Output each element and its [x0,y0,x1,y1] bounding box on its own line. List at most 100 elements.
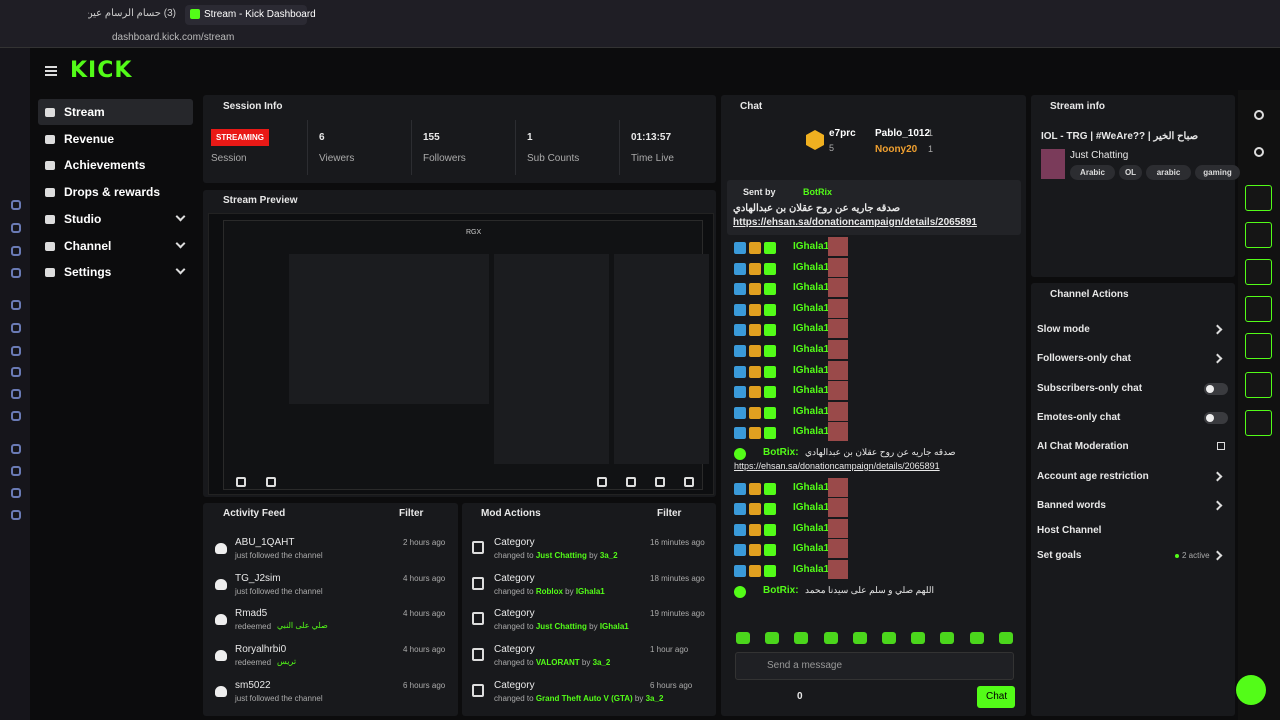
sidebar-icon[interactable] [11,510,21,520]
emote-button[interactable] [940,632,955,644]
sidebar-icon[interactable] [11,268,21,278]
chat-link[interactable]: https://ehsan.sa/donationcampaign/detail… [734,461,940,471]
chat-user[interactable]: IGhala1: [793,323,833,335]
video-control[interactable] [597,477,607,487]
sidebar-icon[interactable] [11,444,21,454]
emote-button[interactable] [765,632,780,644]
nav-item[interactable]: Drops & rewards [64,185,161,200]
emote-button[interactable] [911,632,926,644]
sidebar-icon[interactable] [11,200,21,210]
rail-button[interactable] [1245,410,1272,436]
nav-item[interactable]: Studio [64,211,102,226]
chat-user[interactable]: IGhala1: [793,344,833,355]
action-label[interactable]: Slow mode [1037,324,1090,335]
sidebar-icon[interactable] [11,411,21,421]
chat-user[interactable]: IGhala1: [793,364,833,376]
logo[interactable]: KICK [70,58,133,83]
sidebar-icon[interactable] [11,389,21,399]
emote-button[interactable] [794,632,809,644]
tag[interactable]: gaming [1195,165,1240,180]
panel-title: Stream info [1050,101,1106,112]
rail-button[interactable] [1245,333,1272,359]
emote-button[interactable] [998,632,1013,644]
tag[interactable]: OL [1119,165,1142,180]
action-label[interactable]: Banned words [1037,500,1106,511]
rail-button[interactable] [1245,296,1272,322]
tag[interactable]: Arabic [1070,165,1115,180]
sidebar-icon[interactable] [11,246,21,256]
chat-input[interactable] [735,652,1014,680]
chat-user[interactable]: IGhala1: [793,241,833,252]
video-control[interactable] [684,477,694,487]
sidebar-icon[interactable] [11,300,21,310]
action-label[interactable]: Account age restriction [1037,471,1149,482]
filter[interactable]: Filter [399,508,424,519]
chevron[interactable] [175,264,186,275]
action-label[interactable]: Subscribers-only chat [1037,383,1143,394]
tab-active[interactable] [185,5,307,25]
tag[interactable]: arabic [1146,165,1191,180]
chat-user[interactable]: IGhala1: [793,502,833,514]
chat-user[interactable]: IGhala1: [793,564,833,575]
action-label[interactable]: Host Channel [1037,525,1102,536]
leader-icon [806,130,824,150]
nav-item[interactable]: Achievements [64,158,146,173]
sidebar-icon[interactable] [11,323,21,333]
chevron[interactable] [175,211,186,222]
external-icon[interactable] [1217,442,1225,450]
chat-user[interactable]: IGhala1: [793,261,833,273]
action-status: 2 active [1182,551,1210,560]
video-control[interactable] [655,477,665,487]
action-label[interactable]: Followers-only chat [1037,353,1131,364]
chat-user[interactable]: IGhala1: [793,385,833,397]
emote-button[interactable] [823,632,838,644]
rail-icon[interactable] [1254,110,1264,120]
nav-item[interactable]: Settings [64,265,112,280]
chat-user[interactable]: BotRix: [763,584,799,596]
rail-button[interactable] [1245,372,1272,398]
menu[interactable] [45,66,57,68]
emote-button[interactable] [736,632,750,644]
video-control[interactable] [626,477,636,487]
emote-button[interactable] [969,632,984,644]
sidebar-icon[interactable] [11,223,21,233]
chat-user[interactable]: IGhala1: [793,481,833,493]
tab[interactable]: (3) حسام الرسام عين يد... [88,8,176,19]
action-label[interactable]: AI Chat Moderation [1037,441,1129,452]
rail-button[interactable] [1245,222,1272,248]
video-control[interactable] [266,477,276,487]
chat-user[interactable]: BotRix: [763,447,799,458]
nav-item[interactable]: Channel [64,238,112,253]
chat-user[interactable]: IGhala1: [793,282,833,294]
action-label[interactable]: Set goals [1037,550,1082,561]
video[interactable] [208,213,714,495]
chat-user[interactable]: IGhala1: [793,302,833,314]
chevron[interactable] [175,238,186,248]
url[interactable]: dashboard.kick.com/stream [112,32,235,43]
category[interactable]: Just Chatting [1070,150,1129,161]
sidebar-icon[interactable] [11,466,21,476]
chat-user[interactable]: IGhala1: [793,405,833,417]
filter[interactable]: Filter [657,508,682,519]
video-control[interactable] [236,477,246,487]
pinned-text: صدقه جاريه عن روح عقلان بن عبدالهادي [733,203,901,214]
rail-button[interactable] [1245,185,1272,211]
sidebar-icon[interactable] [11,367,21,377]
sidebar-icon[interactable] [11,488,21,498]
action-label[interactable]: Emotes-only chat [1037,412,1121,423]
nav-item[interactable]: Revenue [64,131,115,146]
pinned-link[interactable]: https://ehsan.sa/donationcampaign/detail… [733,217,977,228]
chat-user[interactable]: IGhala1: [793,522,833,534]
chat-user[interactable]: IGhala1: [793,543,833,555]
tab[interactable]: Stream - Kick Dashboard [204,9,316,20]
emote-button[interactable] [852,632,867,644]
chat-user[interactable]: IGhala1: [793,426,833,438]
help-button[interactable] [1236,675,1266,705]
rail-button[interactable] [1245,259,1272,285]
nav-item[interactable]: Stream [64,105,105,119]
feed-time: 6 hours ago [403,680,446,690]
rail-icon[interactable] [1254,147,1264,157]
sidebar-icon[interactable] [11,346,21,356]
emote-button[interactable] [882,632,896,644]
send-button[interactable] [977,686,1015,708]
